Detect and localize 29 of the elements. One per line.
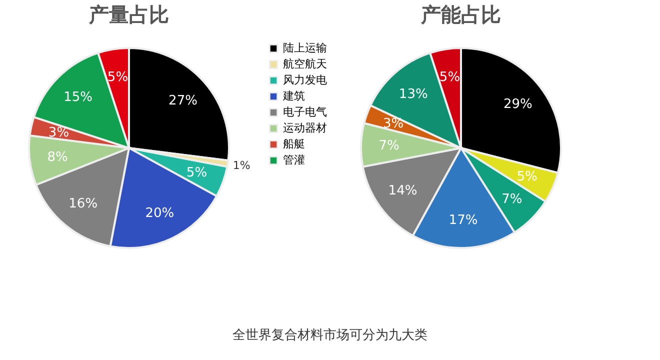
chart-title: 产量占比 (88, 2, 169, 26)
data-label: 29% (503, 96, 532, 112)
data-label: 3% (48, 125, 70, 140)
data-label: 1% (232, 158, 250, 172)
data-label: 7% (378, 138, 400, 154)
data-label: 27% (168, 93, 198, 108)
data-label: 8% (47, 150, 68, 166)
legend-label: 陆上运输 (283, 42, 327, 54)
data-label: 14% (388, 183, 418, 198)
legend-label: 航空航天 (283, 58, 327, 70)
legend-label: 电子电气 (283, 106, 327, 118)
data-label: 17% (448, 212, 478, 228)
data-label: 5% (439, 70, 460, 85)
data-label: 15% (64, 90, 93, 106)
data-label: 5% (186, 165, 208, 180)
chart-title: 产能占比 (420, 2, 501, 26)
data-label: 5% (107, 70, 128, 85)
data-label: 5% (516, 170, 538, 185)
data-label: 16% (68, 196, 98, 212)
text: 全世界复合材料市场可分为九大类 (232, 327, 428, 344)
legend-label: 风力发电 (283, 74, 327, 86)
data-label: 20% (145, 206, 174, 222)
legend-label: 船艇 (283, 138, 305, 150)
data-label: 3% (382, 116, 404, 132)
legend-label: 运动器材 (283, 122, 327, 134)
legend-label: 建筑 (282, 90, 305, 102)
data-label: 13% (398, 86, 428, 102)
legend-label: 管灌 (283, 154, 305, 166)
data-label: 7% (502, 192, 522, 207)
